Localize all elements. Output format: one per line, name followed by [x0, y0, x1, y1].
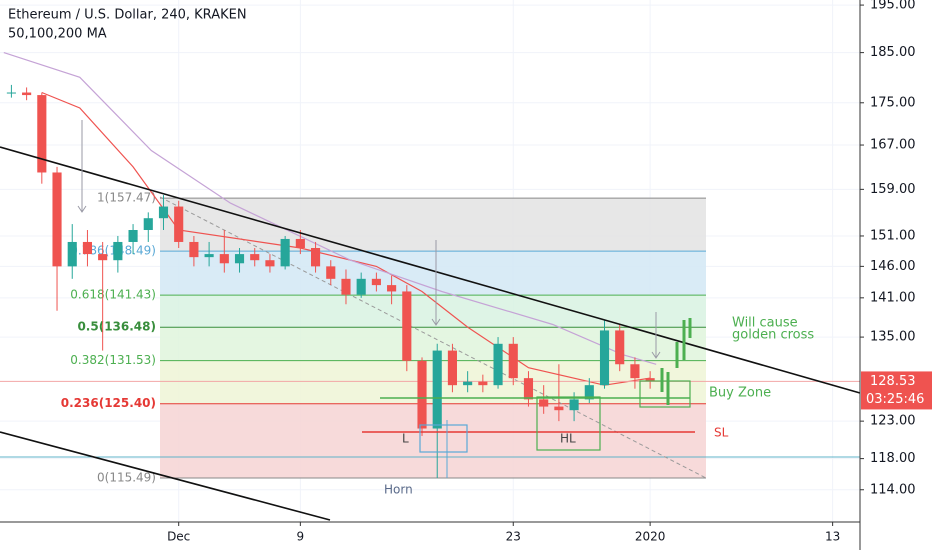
annotation: golden cross [732, 328, 814, 343]
y-tick-label: 159.00 [870, 182, 916, 197]
candle-body [189, 241, 199, 258]
fibonacci: 1(157.47)0.786(148.49)0.618(141.43)0.5(1… [61, 191, 706, 485]
candle-body [645, 378, 655, 382]
candle-body [98, 254, 108, 261]
last-price-box [861, 371, 932, 410]
lower-trendline [0, 431, 331, 521]
annotation: HL [560, 432, 576, 446]
y-tick-label: 185.00 [870, 45, 916, 60]
candle-body [52, 172, 62, 267]
candle-body [310, 248, 321, 267]
x-tick-label: 9 [297, 530, 305, 544]
annotation: SL [714, 426, 729, 440]
candles [6, 84, 655, 478]
arrow-head [77, 205, 87, 213]
candle-body [128, 230, 138, 242]
last-price-label: 128.53 [870, 374, 916, 389]
candle-body [523, 378, 534, 400]
candle-body [478, 381, 488, 386]
x-tick-label: 2020 [635, 530, 666, 544]
fib-label: 0.5(136.48) [77, 320, 156, 334]
candle-body [387, 285, 397, 292]
candle-body [341, 278, 351, 295]
arrow-head [431, 318, 441, 326]
candle-body [554, 406, 564, 411]
candle-body [143, 218, 153, 231]
candle-body [447, 350, 457, 386]
candle-body [493, 343, 503, 386]
candle-body [599, 330, 610, 386]
projection [660, 318, 692, 405]
x-tick-label: 23 [506, 530, 521, 544]
candle-body [295, 238, 305, 249]
annotation: Will cause [732, 316, 798, 331]
candle-body [174, 206, 184, 242]
candle-body [417, 360, 427, 429]
fib-label: 0.236(125.40) [61, 396, 156, 410]
moving-average [3, 52, 657, 365]
y-tick-label: 151.00 [870, 228, 916, 243]
candle-body [250, 254, 260, 261]
candle-body [508, 343, 518, 379]
candle-body [356, 278, 366, 295]
fib-band [160, 198, 706, 252]
arrows [77, 120, 661, 359]
y-tick-label: 175.00 [870, 95, 916, 110]
annotation: Buy Zone [709, 386, 771, 401]
candle-body [22, 92, 32, 96]
y-tick-label: 141.00 [870, 290, 916, 305]
buy-zone-box [639, 380, 691, 408]
y-tick-label: 118.00 [870, 451, 916, 466]
axes: 195.00 185.00 175.00 167.00 159.00 151.00 146.… [167, 0, 932, 544]
l-box [419, 424, 468, 453]
chart-subtitle: 50,100,200 MA [8, 27, 107, 42]
candle-body [113, 241, 123, 261]
y-tick-label: 123.00 [870, 414, 916, 429]
fib-label: 0.382(131.53) [70, 353, 156, 367]
candle-body [371, 278, 381, 286]
countdown-label: 03:25:46 [866, 392, 924, 407]
x-tick-label: 13 [825, 530, 840, 544]
candle-body [630, 364, 640, 379]
candle-body [234, 254, 245, 264]
x-tick-label: Dec [167, 530, 190, 544]
candle-body [326, 266, 336, 279]
annotation: L [402, 432, 409, 446]
candle-body [265, 260, 275, 267]
candle-body [569, 399, 579, 411]
fib-label: 0(115.49) [97, 471, 156, 485]
y-tick-label: 167.00 [870, 138, 916, 153]
candle-body [82, 241, 93, 255]
chart-title: Ethereum / U.S. Dollar, 240, KRAKEN [8, 8, 247, 23]
moving-average [41, 91, 651, 386]
candle-body [584, 385, 594, 400]
candle-body [402, 291, 412, 361]
candle-body [158, 206, 169, 219]
candle-body [280, 238, 290, 267]
candle-body [432, 350, 442, 429]
annotation: Horn [384, 483, 413, 497]
dashed-trendline [159, 196, 707, 479]
x-axis-panel [0, 522, 860, 550]
fib-label: 1(157.47) [97, 191, 156, 205]
candle-body [67, 241, 77, 267]
y-tick-label: 135.00 [870, 330, 916, 345]
hl-box [536, 396, 601, 451]
arrow-head [651, 351, 661, 359]
y-axis-panel [860, 0, 932, 550]
candle-body [219, 254, 229, 264]
candle-body [204, 254, 214, 258]
candle-body [37, 95, 47, 173]
resistance-trendline [0, 146, 861, 394]
moving-averages [0, 52, 860, 386]
y-tick-label: 146.00 [870, 259, 916, 274]
fib-label: 0.618(141.43) [70, 288, 156, 302]
y-tick-label: 114.00 [870, 482, 916, 497]
y-tick-label: 195.00 [870, 0, 916, 13]
candle-body [615, 330, 625, 365]
candle-body [463, 381, 473, 386]
candle-body [539, 399, 549, 407]
candle-body [6, 92, 16, 94]
